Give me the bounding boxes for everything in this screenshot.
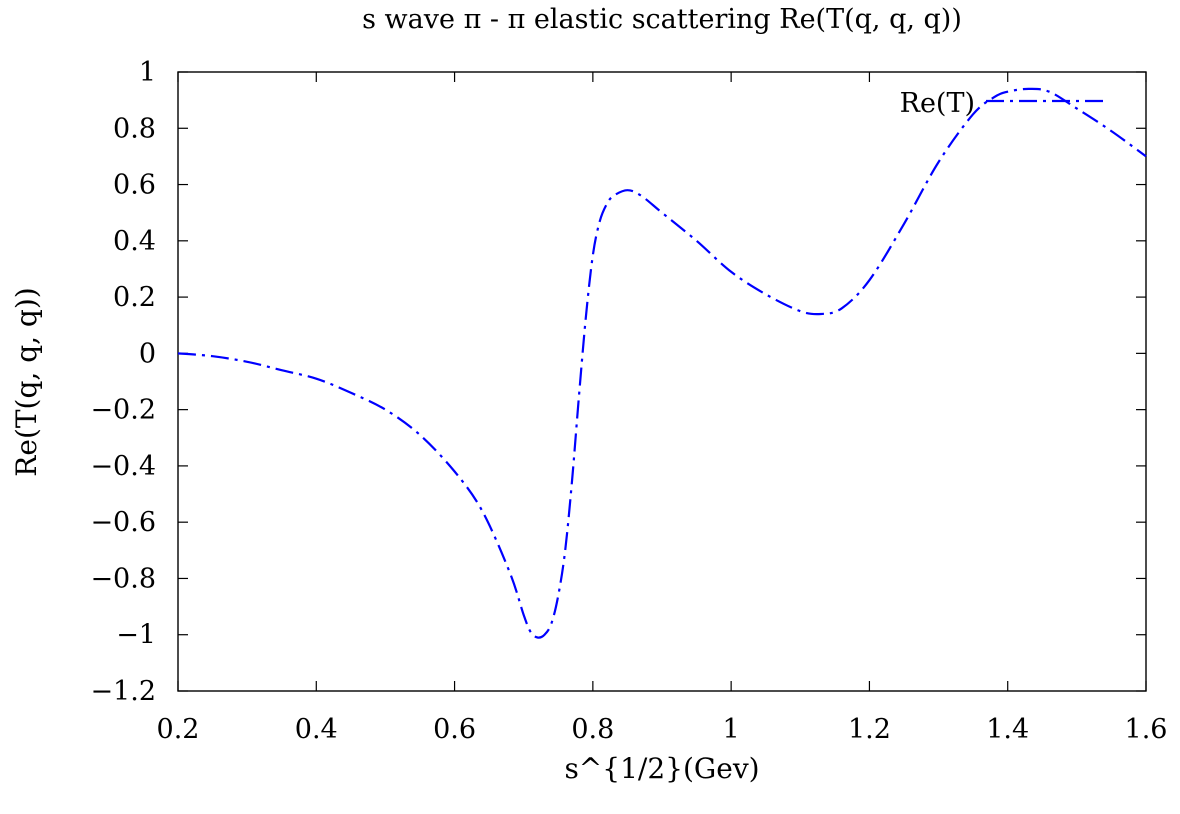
y-tick-label: −0.4 [90,451,156,482]
series-line-re-t [178,89,1146,638]
x-tick-label: 1.2 [848,714,891,745]
x-tick-label: 1.6 [1125,714,1168,745]
x-tick-label: 1.4 [986,714,1029,745]
y-tick-label: −1.2 [90,676,156,707]
y-tick-label: −0.2 [90,395,156,426]
y-tick-label: 0.2 [113,282,156,313]
x-tick-label: 1 [723,714,740,745]
x-axis-title: s^{1/2}(Gev) [564,752,759,785]
y-tick-label: 0.8 [113,113,156,144]
y-tick-label: −1 [116,620,156,651]
y-tick-label: 0.6 [113,170,156,201]
tick-labels: 0.2 0.4 0.6 0.8 1 1.2 1.4 1.6 1 0.8 0.6 0.4 0.2 0 −0.2… [90,57,1167,745]
y-tick-label: −0.6 [90,507,156,538]
y-tick-label: 0.4 [113,226,156,257]
x-tick-label: 0.4 [295,714,338,745]
y-tick-label: −0.8 [90,563,156,594]
chart-title: s wave π - π elastic scattering Re(T(q, … [362,4,962,35]
y-axis-title: Re(T(q, q, q)) [10,287,43,476]
y-tick-label: 0 [139,338,156,369]
x-tick-label: 0.8 [571,714,614,745]
y-tick-label: 1 [139,57,156,88]
series-layer [178,89,1146,638]
x-tick-label: 0.6 [433,714,476,745]
x-tick-label: 0.2 [157,714,200,745]
legend-label: Re(T) [900,88,975,119]
